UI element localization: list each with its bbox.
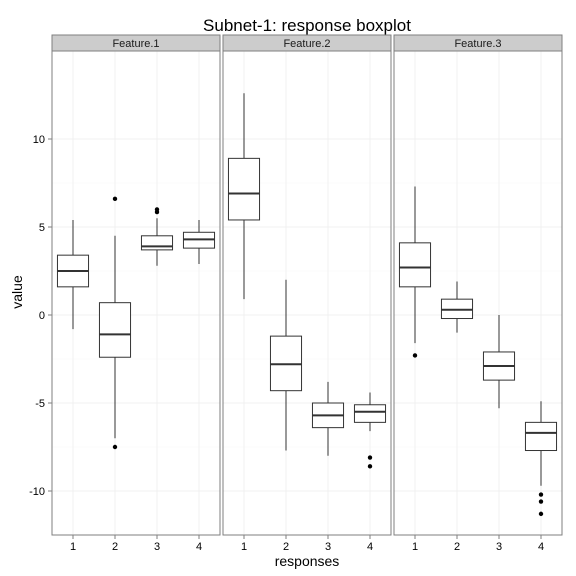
panel-border: [51, 50, 221, 536]
x-tick-label: 1: [412, 541, 418, 553]
box-Feature.2-2: [269, 279, 303, 451]
box-Feature.1-3: [140, 207, 174, 266]
box-Feature.2-3: [311, 381, 345, 456]
x-tick-label: 4: [196, 541, 202, 553]
x-tick-label: 4: [538, 541, 544, 553]
outlier-point: [538, 492, 544, 497]
x-axis-title: responses: [275, 553, 340, 569]
y-tick-label: 10: [33, 134, 45, 146]
x-tick-label: 4: [367, 541, 373, 553]
panel-border: [393, 50, 563, 536]
outlier-point: [412, 353, 418, 358]
facet-strip-label: Feature.1: [112, 38, 159, 50]
box-Feature.1-2: [98, 196, 132, 450]
facet-panel-1: Feature.1 1 2 3 4: [51, 34, 221, 553]
box-iqr: [227, 157, 261, 221]
y-tick-label: 5: [39, 222, 45, 234]
y-axis-title: value: [9, 275, 25, 309]
box-Feature.3-1: [398, 186, 432, 358]
x-tick-label: 1: [70, 541, 76, 553]
box-Feature.2-1: [227, 93, 261, 300]
facet-panel-2: Feature.2 1 2 3 4: [222, 34, 392, 553]
box-iqr: [398, 242, 432, 288]
x-tick-label: 2: [112, 541, 118, 553]
outlier-point: [112, 196, 118, 202]
box-Feature.3-2: [440, 281, 474, 333]
outlier-point: [154, 207, 160, 212]
outlier-point: [367, 464, 373, 469]
facet-panels: Feature.1 1 2 3 4 Feature.2 1 2 3 4 Feature.3 1 2 3 4: [51, 34, 563, 553]
box-iqr: [98, 302, 132, 358]
box-iqr: [140, 235, 174, 251]
outlier-point: [112, 444, 118, 450]
box-Feature.1-4: [182, 219, 216, 264]
x-tick-label: 3: [325, 541, 331, 553]
panel-border: [222, 50, 392, 536]
x-tick-label: 3: [154, 541, 160, 553]
y-tick-label: -10: [29, 486, 45, 498]
x-tick-label: 1: [241, 541, 247, 553]
y-tick-label: 0: [39, 310, 45, 322]
box-iqr: [353, 404, 387, 423]
chart-title: Subnet-1: response boxplot: [203, 16, 411, 35]
y-tick-label: -5: [35, 398, 45, 410]
outlier-point: [538, 499, 544, 504]
facet-strip-label: Feature.2: [283, 38, 330, 50]
y-axis: -10 -5 0 5 10: [29, 134, 52, 498]
x-tick-label: 3: [496, 541, 502, 553]
box-Feature.1-1: [56, 219, 90, 330]
facet-strip-label: Feature.3: [454, 38, 501, 50]
box-Feature.2-4: [353, 392, 387, 469]
box-Feature.3-3: [482, 315, 516, 409]
facet-panel-3: Feature.3 1 2 3 4: [393, 34, 563, 553]
x-tick-label: 2: [283, 541, 289, 553]
box-iqr: [524, 421, 558, 452]
outlier-point: [538, 511, 544, 517]
x-tick-label: 2: [454, 541, 460, 553]
outlier-point: [367, 455, 373, 460]
box-Feature.3-4: [524, 401, 558, 517]
